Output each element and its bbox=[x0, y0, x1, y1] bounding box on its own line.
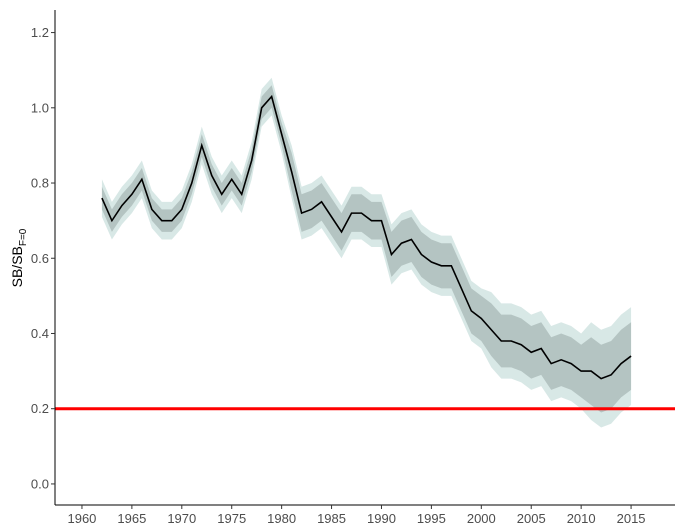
y-axis-label: SB/SBF=0 bbox=[9, 228, 29, 287]
y-tick-label: 1.2 bbox=[31, 25, 49, 40]
x-tick-label: 1995 bbox=[417, 511, 446, 526]
x-tick-label: 2015 bbox=[617, 511, 646, 526]
y-tick-label: 1.0 bbox=[31, 100, 49, 115]
x-tick-label: 2000 bbox=[467, 511, 496, 526]
x-tick-label: 2005 bbox=[517, 511, 546, 526]
y-tick-label: 0.8 bbox=[31, 176, 49, 191]
y-tick-label: 0.4 bbox=[31, 326, 49, 341]
y-tick-label: 0.0 bbox=[31, 476, 49, 491]
x-tick-label: 1990 bbox=[367, 511, 396, 526]
y-tick-label: 0.6 bbox=[31, 251, 49, 266]
x-tick-label: 1985 bbox=[317, 511, 346, 526]
x-tick-label: 1965 bbox=[117, 511, 146, 526]
uncertainty-band bbox=[101, 85, 632, 413]
y-label-subscript: F=0 bbox=[18, 228, 29, 246]
y-tick-label: 0.2 bbox=[31, 401, 49, 416]
x-tick-label: 1970 bbox=[167, 511, 196, 526]
line bbox=[101, 94, 632, 380]
x-tick-label: 2010 bbox=[567, 511, 596, 526]
y-label-main: SB/SB bbox=[9, 246, 25, 287]
x-tick-label: 1960 bbox=[67, 511, 96, 526]
x-tick-label: 1975 bbox=[217, 511, 246, 526]
x-tick-label: 1980 bbox=[267, 511, 296, 526]
